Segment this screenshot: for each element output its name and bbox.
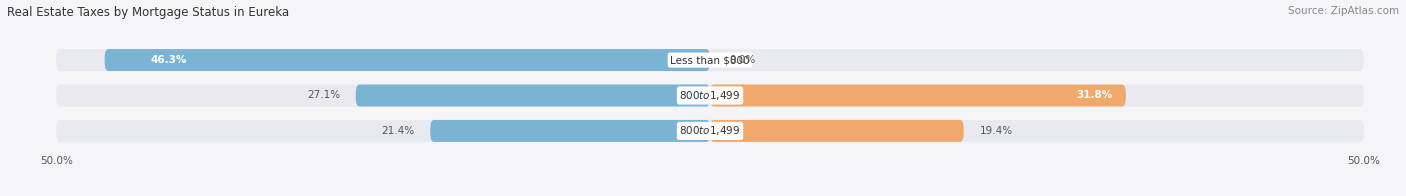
Text: 0.0%: 0.0% bbox=[730, 55, 756, 65]
FancyBboxPatch shape bbox=[56, 49, 1364, 71]
Text: 31.8%: 31.8% bbox=[1077, 91, 1112, 101]
Text: Source: ZipAtlas.com: Source: ZipAtlas.com bbox=[1288, 6, 1399, 16]
Legend: Without Mortgage, With Mortgage: Without Mortgage, With Mortgage bbox=[595, 193, 825, 196]
FancyBboxPatch shape bbox=[430, 120, 710, 142]
Text: $800 to $1,499: $800 to $1,499 bbox=[679, 124, 741, 137]
FancyBboxPatch shape bbox=[356, 84, 710, 106]
Text: Less than $800: Less than $800 bbox=[671, 55, 749, 65]
Text: 21.4%: 21.4% bbox=[381, 126, 415, 136]
FancyBboxPatch shape bbox=[56, 120, 1364, 142]
FancyBboxPatch shape bbox=[56, 84, 1364, 106]
FancyBboxPatch shape bbox=[104, 49, 710, 71]
FancyBboxPatch shape bbox=[710, 120, 963, 142]
Text: 19.4%: 19.4% bbox=[980, 126, 1012, 136]
Text: $800 to $1,499: $800 to $1,499 bbox=[679, 89, 741, 102]
FancyBboxPatch shape bbox=[710, 84, 1126, 106]
Text: Real Estate Taxes by Mortgage Status in Eureka: Real Estate Taxes by Mortgage Status in … bbox=[7, 6, 290, 19]
Text: 46.3%: 46.3% bbox=[150, 55, 187, 65]
Text: 27.1%: 27.1% bbox=[307, 91, 340, 101]
